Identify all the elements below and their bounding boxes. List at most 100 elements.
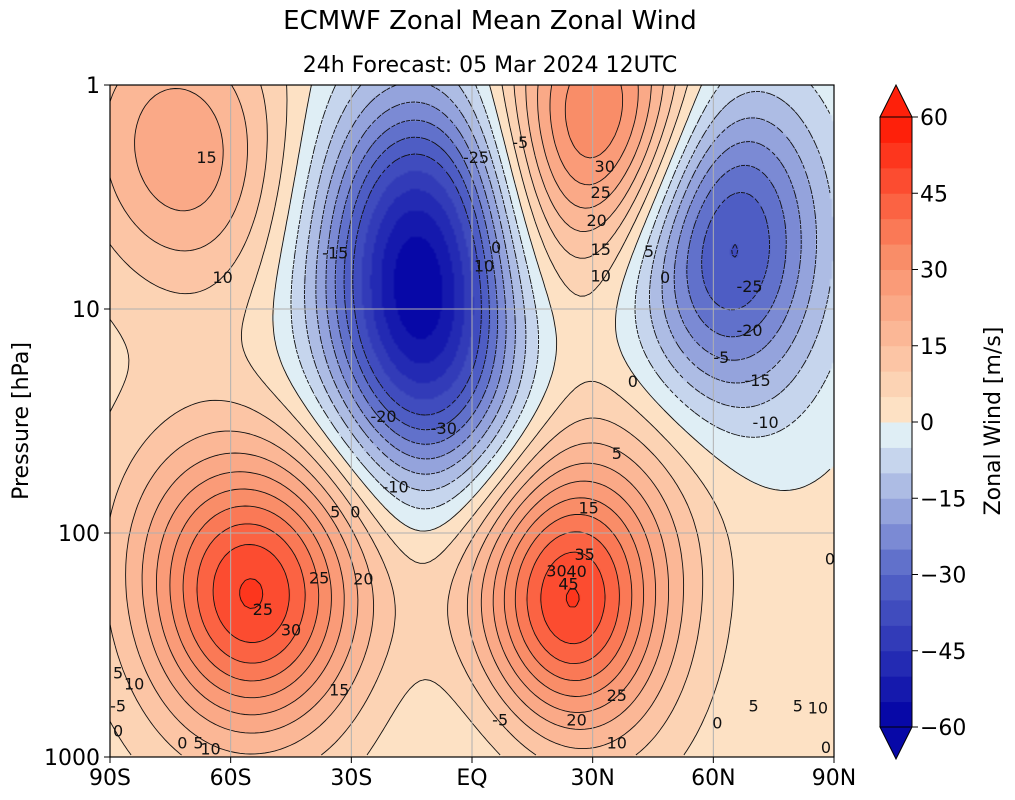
contour-label: 40 [566,562,586,581]
y-tick-label: 1 [86,74,100,99]
colorbar-bin [880,422,912,448]
contour-label: -5 [512,133,528,152]
colorbar-extend-max [879,83,913,118]
colorbar-extend-min [879,726,913,761]
colorbar-tick-label: 30 [920,259,948,284]
colorbar-bin [880,625,912,652]
contour-line [290,85,831,510]
x-tick-label: 90N [812,766,856,791]
colorbar-bin [880,549,912,575]
x-tick-label: 30N [570,766,614,791]
contour-label: 0 [113,721,123,740]
contour-label: -5 [110,697,126,716]
contour-label: 10 [200,739,220,758]
contour-label: -20 [370,407,396,426]
colorbar-tick-label: 0 [920,411,934,436]
y-axis-label: Pressure [hPa] [9,342,34,500]
y-axis: 1 10 100 1000 [44,74,110,771]
colorbar-bin [880,117,912,143]
contour-label: 25 [253,600,273,619]
contour-label: -25 [736,277,762,296]
contour-line [182,505,633,682]
contour-label: 0 [660,268,670,287]
contour-label: 30 [546,561,566,580]
contour-label: 10 [474,257,494,276]
colorbar-tick-label: 60 [920,106,948,131]
colorbar-bin [880,498,912,525]
contour-label: 5 [113,664,123,683]
contour-label: -30 [431,419,457,438]
contour-line [239,578,580,609]
contour-label: 20 [566,710,586,729]
colorbar-bin [880,676,912,703]
colorbar-bin [880,701,912,728]
colorbar-bin [880,599,912,626]
contour-label: 5 [193,733,203,752]
colorbar-bin [880,472,912,499]
contour-line [196,523,620,665]
contour-label: 30 [281,621,301,640]
contour-label: 0 [350,502,360,521]
contour-label: -15 [745,371,771,390]
contour-label: 10 [591,267,611,286]
contour-label: 5 [793,697,803,716]
contour-label: 15 [196,148,216,167]
contour-label: -5 [713,348,729,367]
contour-line [334,119,787,445]
contour-line [169,85,645,699]
contour-label: 0 [177,733,187,752]
contour-line [325,101,802,460]
colorbar-bin [880,371,912,398]
contour-label: 0 [628,372,638,391]
contour-label: 10 [808,698,828,717]
chart-subtitle: 24h Forecast: 05 Mar 2024 12UTC [302,53,678,78]
x-tick-label: 30S [330,766,372,791]
contour-label: 20 [587,211,607,230]
contour-line [110,85,685,755]
contour-line [110,85,734,756]
contour-label: 0 [821,738,831,757]
colorbar-bin [880,345,912,372]
contour-line [272,85,831,532]
contour-line [304,85,831,492]
contour-label: 20 [353,570,373,589]
colorbar-bin [880,142,912,169]
contour-label: 25 [591,183,611,202]
contour-label: 10 [124,675,144,694]
chart-title: ECMWF Zonal Mean Zonal Wind [283,6,697,36]
contour-label: 35 [574,545,594,564]
contour-label: 0 [491,238,501,257]
contour-label: 45 [558,574,578,593]
contour-line [156,85,657,716]
colorbar: 60 45 30 15 0 −15 −30 −45 −60 [879,83,966,761]
contour-line [343,136,770,431]
contour-label: 30 [595,157,615,176]
colorbar-tick-label: −15 [920,487,966,512]
contour-lines [110,85,831,756]
x-tick-label: 60S [210,766,252,791]
contour-line [110,85,704,756]
contour-label: 5 [330,502,340,521]
x-axis: 90S 60S 30S EQ 30N 60N 90N [89,757,856,791]
y-tick-label: 1000 [44,746,100,771]
y-tick-label: 100 [58,522,100,547]
contour-label: -10 [753,413,779,432]
colorbar-bin [880,447,912,474]
grid-lines [110,85,834,757]
colorbar-bin [880,294,912,321]
contour-label: 25 [309,568,329,587]
contour-label: 15 [591,240,611,259]
contour-label: 10 [607,733,627,752]
colorbar-tick-label: −60 [920,716,966,741]
colorbar-bin [880,320,912,347]
contour-line [134,85,670,734]
contour-label: 5 [748,697,758,716]
x-tick-label: 90S [89,766,131,791]
contour-label: 15 [329,681,349,700]
colorbar-tick-label: 45 [920,182,948,207]
contour-label: 0 [825,550,835,569]
contour-label: 25 [607,686,627,705]
colorbar-tick-label: 15 [920,335,948,360]
contour-label: -15 [322,244,348,263]
